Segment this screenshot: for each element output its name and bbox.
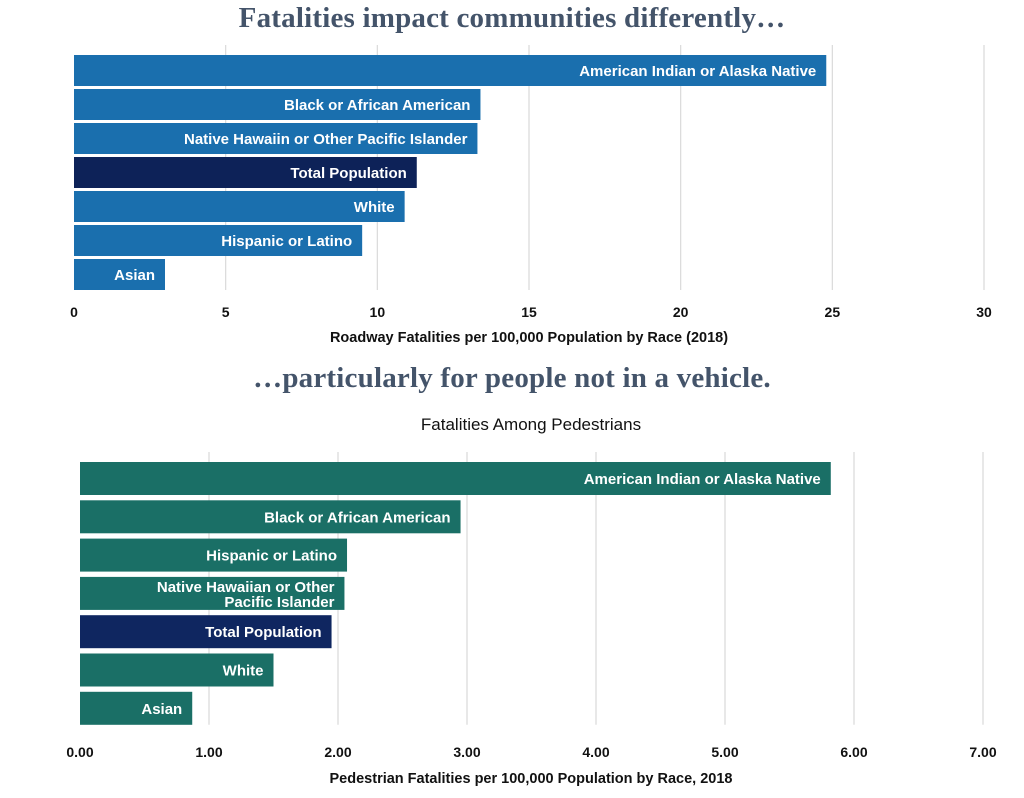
tick-label: 20	[673, 304, 689, 320]
bar	[74, 157, 417, 188]
x-axis-title: Roadway Fatalities per 100,000 Populatio…	[330, 330, 728, 346]
tick-label: 7.00	[969, 744, 996, 760]
tick-label: 30	[976, 304, 992, 320]
tick-label: 0	[70, 304, 78, 320]
bar-label: Native Hawaiian or Other Pacific Islander	[157, 579, 335, 611]
tick-label: 6.00	[840, 744, 867, 760]
bar-label: American Indian or Alaska Native	[584, 471, 821, 488]
bar	[80, 615, 332, 649]
tick-label: 1.00	[195, 744, 222, 760]
tick-label: 4.00	[582, 744, 609, 760]
x-axis-title: Pedestrian Fatalities per 100,000 Popula…	[330, 771, 733, 787]
roadway-fatalities-chart: American Indian or Alaska Native Black or…	[70, 45, 992, 346]
bar	[74, 191, 405, 222]
tick-label: 3.00	[453, 744, 480, 760]
bar-label: Hispanic or Latino	[206, 548, 337, 565]
headline-bottom: …particularly for people not in a vehicl…	[253, 362, 771, 394]
pedestrian-fatalities-chart: Fatalities Among Pedestrians American Ind…	[66, 415, 996, 787]
bar-label: Total Population	[205, 624, 321, 641]
bar	[74, 225, 363, 256]
tick-label: 5.00	[711, 744, 738, 760]
bar	[80, 691, 193, 725]
bar-label: American Indian or Alaska Native	[579, 63, 816, 80]
bar-label: Asian	[141, 701, 182, 718]
bar	[74, 123, 478, 154]
bar-label: Black or African American	[284, 97, 470, 114]
tick-label: 15	[521, 304, 537, 320]
bar	[80, 576, 345, 610]
bar-label: White	[223, 663, 264, 680]
bar-label: Native Hawaiin or Other Pacific Islander	[184, 131, 468, 148]
bar-label: Asian	[114, 267, 155, 284]
bar-label: White	[354, 199, 395, 216]
bar	[80, 500, 461, 534]
bar	[74, 89, 481, 120]
tick-label: 25	[825, 304, 841, 320]
bar	[80, 462, 831, 495]
tick-label: 2.00	[324, 744, 351, 760]
tick-label: 0.00	[66, 744, 93, 760]
bar	[80, 653, 274, 687]
tick-label: 5	[222, 304, 230, 320]
bar-label: Hispanic or Latino	[221, 233, 352, 250]
tick-label: 10	[370, 304, 386, 320]
headline-top: Fatalities impact communities differentl…	[238, 2, 786, 34]
bar-label: Black or African American	[264, 509, 450, 526]
chart-title: Fatalities Among Pedestrians	[421, 415, 641, 434]
bar-label: Total Population	[290, 165, 406, 182]
bar	[80, 538, 348, 572]
bar	[74, 55, 827, 86]
bar	[74, 259, 165, 290]
